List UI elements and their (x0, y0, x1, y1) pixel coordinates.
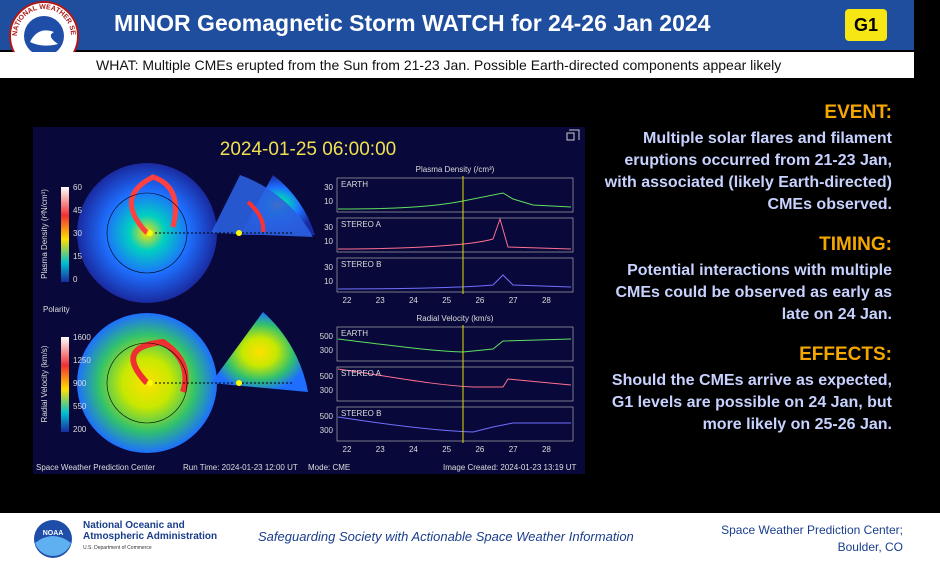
swpc-location: Space Weather Prediction Center; Boulder,… (721, 522, 903, 556)
model-footer: Run Time: 2024-01-23 12:00 UT (183, 463, 298, 472)
x-tick-label: 24 (409, 296, 418, 305)
x-tick-label: 22 (343, 445, 352, 454)
panel-tick: 500 (320, 372, 334, 381)
x-tick-label: 23 (376, 445, 385, 454)
header: MINOR Geomagnetic Storm WATCH for 24-26 … (0, 0, 914, 50)
colorbar-label: Plasma Density (r²N/cm³) (40, 189, 49, 279)
footer: NOAA National Oceanic and Atmospheric Ad… (0, 513, 940, 562)
what-text: WHAT: Multiple CMEs erupted from the Sun… (96, 57, 782, 73)
noaa-text: NOAA (43, 530, 64, 537)
x-tick-label: 22 (343, 296, 352, 305)
plot-title: Plasma Density (/cm³) (416, 165, 495, 174)
section-body: Potential interactions with multiple CME… (615, 262, 892, 323)
panel-tick: 500 (320, 332, 334, 341)
panel-frame (336, 217, 574, 253)
panel-frame (336, 177, 574, 213)
x-tick-label: 26 (475, 296, 484, 305)
panel-tick: 10 (324, 237, 333, 246)
noaa-logo: NOAA (34, 520, 72, 558)
colorbar-tick: 1250 (73, 356, 91, 365)
colorbar-tick: 550 (73, 402, 87, 411)
panel-tick: 300 (320, 346, 334, 355)
colorbar-tick: 15 (73, 252, 82, 261)
x-tick-label: 26 (475, 445, 484, 454)
x-tick-label: 23 (376, 296, 385, 305)
panel-tick: 500 (320, 412, 334, 421)
tagline: Safeguarding Society with Actionable Spa… (258, 529, 634, 544)
panel-frame (336, 326, 574, 362)
panel-name: STEREO A (341, 369, 382, 378)
model-footer: Mode: CME (308, 463, 350, 472)
x-tick-label: 28 (542, 445, 551, 454)
what-bar: WHAT: Multiple CMEs erupted from the Sun… (0, 52, 914, 78)
panel-frame (336, 257, 574, 293)
timestamp: 2024-01-25 06:00:00 (220, 139, 396, 160)
colorbar-tick: 0 (73, 275, 78, 284)
dept-name: U.S. Department of Commerce (83, 545, 152, 551)
colorbar-label: Radial Velocity (km/s) (40, 345, 49, 422)
colorbar-tick: 200 (73, 425, 87, 434)
center-name: Space Weather Prediction Center; (721, 523, 903, 537)
plot-title: Radial Velocity (km/s) (417, 314, 494, 323)
x-tick-label: 24 (409, 445, 418, 454)
panel-tick: 300 (320, 386, 334, 395)
panel-name: STEREO A (341, 220, 382, 229)
colorbar-tick: 30 (73, 229, 82, 238)
panel-name: EARTH (341, 329, 368, 338)
panel-tick: 30 (324, 223, 333, 232)
panel-tick: 300 (320, 426, 334, 435)
panel-frame (336, 406, 574, 442)
colorbar-tick: 1600 (73, 333, 91, 342)
panel-tick: 10 (324, 277, 333, 286)
model-image: 2024-01-25 06:00:00 Plasma Density (r²N/… (33, 127, 585, 474)
section-heading: TIMING: (819, 234, 892, 255)
g-scale-badge: G1 (845, 9, 887, 41)
title: MINOR Geomagnetic Storm WATCH for 24-26 … (114, 10, 711, 36)
section-body: Multiple solar flares and filament erupt… (604, 130, 892, 213)
section-heading: EVENT: (824, 102, 892, 123)
colorbar-tick: 900 (73, 379, 87, 388)
section-heading: EFFECTS: (799, 344, 892, 365)
x-tick-label: 25 (442, 445, 451, 454)
model-footer: Space Weather Prediction Center (36, 463, 155, 472)
x-tick-label: 28 (542, 296, 551, 305)
panel-name: EARTH (341, 180, 368, 189)
section-body: Should the CMEs arrive as expected, G1 l… (611, 372, 892, 433)
x-tick-label: 27 (509, 445, 518, 454)
panel-frame (336, 366, 574, 402)
colorbar-tick: 45 (73, 206, 82, 215)
x-tick-label: 27 (509, 296, 518, 305)
panel-name: STEREO B (341, 260, 381, 269)
panel-name: STEREO B (341, 409, 381, 418)
model-footer: Image Created: 2024-01-23 13:19 UT (443, 463, 577, 472)
polarity-label: Polarity (43, 305, 70, 314)
info-panel: EVENT: Multiple solar flares and filament… (590, 102, 892, 454)
colorbar-tick: 60 (73, 183, 82, 192)
org-name: National Oceanic and Atmospheric Adminis… (83, 520, 218, 542)
panel-tick: 30 (324, 183, 333, 192)
city: Boulder, CO (837, 540, 903, 554)
x-tick-label: 25 (442, 296, 451, 305)
panel-tick: 30 (324, 263, 333, 272)
panel-tick: 10 (324, 197, 333, 206)
